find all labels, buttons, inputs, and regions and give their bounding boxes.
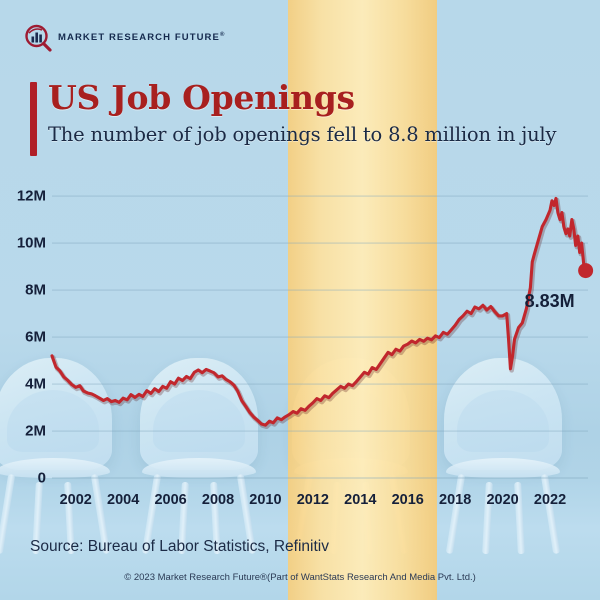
value-annotation: 8.83M <box>524 290 575 311</box>
page-subtitle: The number of job openings fell to 8.8 m… <box>48 123 557 146</box>
highlight-band <box>288 0 437 600</box>
x-axis-tick-label: 2014 <box>344 492 377 508</box>
y-axis-tick-label: 6M <box>25 328 46 346</box>
x-axis-tick-label: 2002 <box>59 492 92 508</box>
brand-logo-label: MARKET RESEARCH FUTURE <box>58 32 220 44</box>
x-axis-tick-label: 2016 <box>391 492 424 508</box>
x-axis-tick-label: 2010 <box>249 492 282 508</box>
header-block: US Job Openings The number of job openin… <box>30 78 580 156</box>
source-note: Source: Bureau of Labor Statistics, Refi… <box>30 538 329 555</box>
page-title: US Job Openings <box>48 78 355 117</box>
x-axis-tick-label: 2022 <box>533 492 567 508</box>
copyright-note: © 2023 Market Research Future®(Part of W… <box>124 572 476 583</box>
x-axis-tick-label: 2020 <box>486 492 519 508</box>
magnifier-barchart-icon <box>24 24 52 52</box>
x-axis-tick-label: 2006 <box>154 492 187 508</box>
x-axis-tick-label: 2012 <box>296 492 330 508</box>
brand-logo-text: MARKET RESEARCH FUTURE® <box>58 32 225 43</box>
y-axis-tick-label: 0 <box>37 469 46 487</box>
x-axis-tick-label: 2004 <box>107 492 140 508</box>
y-axis-tick-label: 8M <box>25 281 46 299</box>
y-axis-tick-label: 10M <box>16 234 46 252</box>
y-axis-tick-label: 4M <box>25 375 46 393</box>
title-accent-bar <box>30 82 37 156</box>
data-line <box>50 196 588 427</box>
brand-logo: MARKET RESEARCH FUTURE® <box>24 24 225 52</box>
x-axis-tick-label: 2008 <box>201 492 235 508</box>
y-axis-tick-label: 2M <box>25 422 46 440</box>
registered-mark: ® <box>219 32 226 39</box>
x-axis-tick-label: 2018 <box>439 492 472 508</box>
y-axis-tick-label: 12M <box>16 187 46 205</box>
data-point-marker <box>578 263 594 279</box>
y-axis-labels: 12M 10M 8M 6M 4M 2M 0 <box>0 0 46 600</box>
